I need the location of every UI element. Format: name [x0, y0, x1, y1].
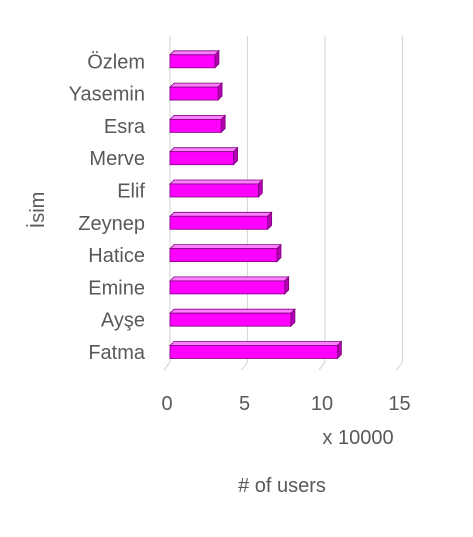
category-labels: Fatma Ayşe Emine Hatice Zeynep Elif Merve Esra Y…: [69, 51, 146, 364]
x-tick-labels: 0 5 10 15: [161, 393, 410, 415]
category-label-Zeynep: Zeynep: [78, 213, 145, 235]
bar-Elif: [169, 179, 264, 198]
category-label-Merve: Merve: [89, 148, 145, 170]
category-label-Fatma: Fatma: [88, 342, 146, 364]
x-axis-unit-label: x 10000: [322, 427, 393, 449]
bar-Esra: [169, 114, 227, 134]
category-label-Esra: Esra: [104, 116, 146, 138]
category-label-Emine: Emine: [88, 277, 145, 299]
x-tick-5: 5: [239, 393, 250, 415]
gridlines: [163, 36, 404, 371]
bar-Yasemin: [169, 82, 224, 102]
bar-Hatice: [169, 243, 282, 263]
category-label-Ayşe: Ayşe: [101, 310, 145, 332]
gridline-5: [241, 36, 249, 371]
bars: [169, 49, 343, 360]
bar-Fatma: [169, 340, 343, 360]
bar-Ayşe: [169, 308, 296, 328]
bar-Özlem: [169, 49, 220, 69]
category-label-Hatice: Hatice: [88, 245, 145, 267]
category-label-Özlem: Özlem: [87, 51, 145, 73]
gridline-15: [396, 36, 404, 371]
gridline-0: [163, 36, 171, 371]
gridline-10: [318, 36, 326, 371]
x-tick-0: 0: [161, 393, 172, 415]
bar-Emine: [169, 275, 290, 295]
category-label-Elif: Elif: [117, 181, 145, 203]
x-axis-title: # of users: [238, 475, 326, 497]
y-axis-title: İsim: [26, 192, 49, 229]
bar-Zeynep: [169, 211, 273, 231]
bar-Merve: [169, 146, 239, 166]
x-tick-15: 15: [388, 393, 410, 415]
x-tick-10: 10: [311, 393, 333, 415]
category-label-Yasemin: Yasemin: [69, 84, 145, 106]
